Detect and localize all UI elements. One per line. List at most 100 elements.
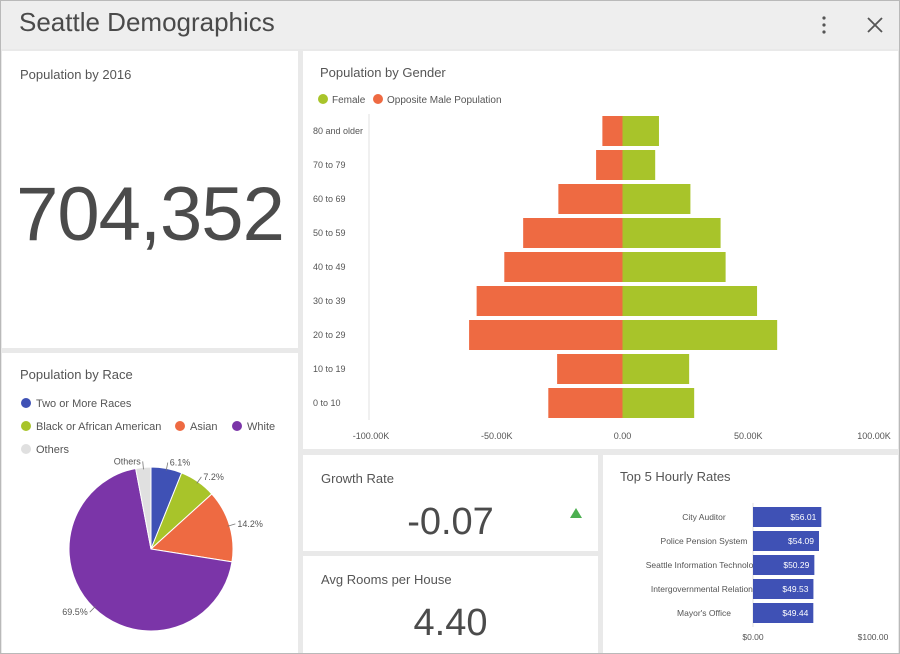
race-legend-item[interactable]: Asian bbox=[175, 421, 218, 433]
pyramid-bar[interactable] bbox=[622, 354, 690, 384]
race-legend-item[interactable]: Others bbox=[21, 444, 70, 456]
legend-swatch bbox=[373, 94, 383, 104]
growth-card[interactable]: Growth Rate -0.07 bbox=[303, 455, 598, 551]
rates-x-tick-label: $100.00 bbox=[858, 632, 889, 642]
rates-data-label: $54.09 bbox=[788, 536, 814, 546]
pyramid-bar[interactable] bbox=[548, 388, 623, 418]
rooms-card[interactable]: Avg Rooms per House 4.40 bbox=[303, 556, 598, 653]
pyramid-bar[interactable] bbox=[622, 184, 691, 214]
gender-chart: Population by Gender Female Opposite Mal… bbox=[313, 65, 891, 441]
rates-card-title: Top 5 Hourly Rates bbox=[620, 469, 731, 484]
pie-data-label: Others bbox=[114, 456, 142, 466]
pyramid-y-tick-label: 40 to 49 bbox=[313, 262, 346, 272]
legend-label: Others bbox=[36, 444, 70, 456]
rates-bar[interactable] bbox=[753, 603, 814, 623]
dashboard-header: Seattle Demographics bbox=[1, 1, 899, 49]
legend-swatch bbox=[21, 398, 31, 408]
rates-bar[interactable] bbox=[753, 507, 822, 527]
growth-card-title: Growth Rate bbox=[321, 471, 394, 486]
pyramid-y-tick-label: 80 and older bbox=[313, 126, 363, 136]
pie-data-label: 7.2% bbox=[203, 472, 224, 482]
pie-data-label: 6.1% bbox=[170, 458, 191, 468]
rates-bar[interactable] bbox=[753, 579, 814, 599]
pyramid-x-tick-label: 50.00K bbox=[734, 431, 763, 441]
rates-y-tick-label: Mayor's Office bbox=[677, 608, 731, 618]
rates-card[interactable]: Top 5 Hourly Rates City Auditor $56.01 Pol… bbox=[603, 455, 898, 653]
population-card[interactable]: Population by 2016 704,352 bbox=[2, 51, 298, 348]
rates-data-label: $56.01 bbox=[790, 512, 816, 522]
pyramid-x-tick-label: 100.00K bbox=[857, 431, 891, 441]
race-legend-item[interactable]: White bbox=[232, 421, 275, 433]
legend-label: Female bbox=[332, 95, 366, 106]
pyramid-bar[interactable] bbox=[622, 116, 659, 146]
rates-y-tick-label: City Auditor bbox=[682, 512, 726, 522]
pyramid-bar[interactable] bbox=[622, 286, 758, 316]
pyramid-bar[interactable] bbox=[622, 150, 656, 180]
legend-swatch bbox=[232, 421, 242, 431]
race-legend-item[interactable]: Two or More Races bbox=[21, 398, 132, 410]
trend-up-icon bbox=[570, 508, 582, 518]
rates-data-label: $49.44 bbox=[782, 608, 808, 618]
pyramid-x-tick-label: -50.00K bbox=[481, 431, 513, 441]
pyramid-bar[interactable] bbox=[622, 252, 726, 282]
rates-bars: City Auditor $56.01 Police Pension System $… bbox=[646, 503, 889, 642]
gender-pyramid: 80 and older 70 to 79 60 to 69 50 to 59 40 t… bbox=[313, 114, 891, 441]
pyramid-bar[interactable] bbox=[622, 320, 778, 350]
pyramid-bar[interactable] bbox=[469, 320, 623, 350]
rates-bar[interactable] bbox=[753, 555, 815, 575]
growth-value: -0.07 bbox=[407, 501, 494, 543]
legend-swatch bbox=[175, 421, 185, 431]
pyramid-bar[interactable] bbox=[523, 218, 623, 248]
rates-x-tick-label: $0.00 bbox=[742, 632, 764, 642]
dashboard-title: Seattle Demographics bbox=[19, 7, 275, 37]
pyramid-x-tick-label: 0.00 bbox=[614, 431, 632, 441]
legend-label: Two or More Races bbox=[36, 398, 132, 410]
legend-label: White bbox=[247, 421, 275, 433]
race-legend-item[interactable]: Black or African American bbox=[21, 421, 161, 433]
legend-swatch bbox=[21, 421, 31, 431]
pyramid-bar[interactable] bbox=[476, 286, 623, 316]
gender-legend-item[interactable]: Opposite Male Population bbox=[373, 94, 502, 106]
race-legend: Two or More Races Black or African Ameri… bbox=[21, 398, 275, 456]
pyramid-bar[interactable] bbox=[622, 218, 721, 248]
rooms-card-title: Avg Rooms per House bbox=[321, 572, 452, 587]
rates-data-label: $50.29 bbox=[783, 560, 809, 570]
pyramid-bar[interactable] bbox=[596, 150, 623, 180]
pie-label-leader bbox=[196, 476, 202, 484]
pyramid-y-tick-label: 70 to 79 bbox=[313, 160, 346, 170]
rates-y-tick-label: Police Pension System bbox=[661, 536, 748, 546]
gender-legend-item[interactable]: Female bbox=[318, 94, 366, 106]
legend-swatch bbox=[21, 444, 31, 454]
gender-card[interactable]: Population by Gender Female Opposite Mal… bbox=[303, 51, 898, 449]
gender-card-title: Population by Gender bbox=[320, 65, 446, 80]
pyramid-y-tick-label: 30 to 39 bbox=[313, 296, 346, 306]
race-pie: 6.1% 7.2% 14.2% 69.5% Others bbox=[62, 456, 263, 632]
more-options-icon[interactable] bbox=[812, 13, 836, 37]
pyramid-bar[interactable] bbox=[504, 252, 623, 282]
race-chart: Population by Race Two or More Races Bla… bbox=[20, 367, 275, 632]
legend-label: Asian bbox=[190, 421, 218, 433]
population-value: 704,352 bbox=[16, 172, 285, 257]
pyramid-bar[interactable] bbox=[602, 116, 623, 146]
gender-legend: Female Opposite Male Population bbox=[318, 94, 502, 106]
pyramid-bar[interactable] bbox=[558, 184, 623, 214]
close-icon[interactable] bbox=[863, 13, 887, 37]
pie-data-label: 14.2% bbox=[237, 519, 263, 529]
rates-bar[interactable] bbox=[753, 531, 819, 551]
trend-up-triangle bbox=[570, 508, 582, 518]
pyramid-y-tick-label: 0 to 10 bbox=[313, 398, 341, 408]
pie-label-leader bbox=[89, 606, 96, 613]
race-card[interactable]: Population by Race Two or More Races Bla… bbox=[2, 353, 298, 653]
rooms-value: 4.40 bbox=[413, 602, 488, 644]
legend-label: Opposite Male Population bbox=[387, 95, 502, 106]
pyramid-y-tick-label: 60 to 69 bbox=[313, 194, 346, 204]
pyramid-y-tick-label: 20 to 29 bbox=[313, 330, 346, 340]
pyramid-bar[interactable] bbox=[557, 354, 623, 384]
pyramid-bar[interactable] bbox=[622, 388, 695, 418]
pie-data-label: 69.5% bbox=[62, 607, 88, 617]
rates-chart: Top 5 Hourly Rates City Auditor $56.01 Pol… bbox=[620, 469, 889, 642]
pyramid-y-tick-label: 10 to 19 bbox=[313, 364, 346, 374]
rates-y-tick-label: Seattle Information Technology bbox=[646, 560, 763, 570]
pie-label-leader bbox=[227, 523, 236, 527]
